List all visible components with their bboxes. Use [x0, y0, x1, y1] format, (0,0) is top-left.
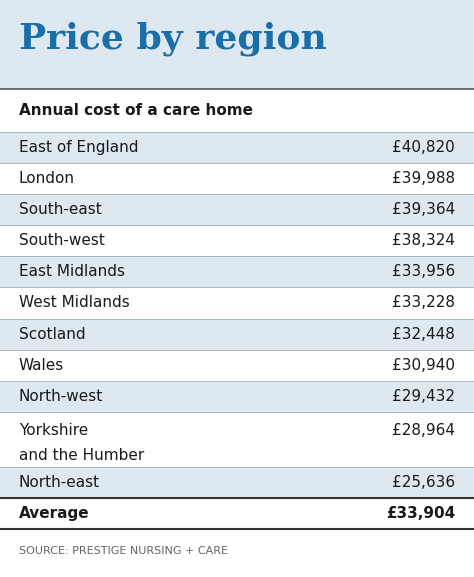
Text: £39,988: £39,988: [392, 171, 455, 186]
Text: Scotland: Scotland: [19, 327, 86, 342]
Text: Price by region: Price by region: [19, 22, 327, 56]
Bar: [0, 194, 474, 225]
Text: Annual cost of a care home: Annual cost of a care home: [19, 103, 253, 118]
Text: Yorkshire: Yorkshire: [19, 424, 88, 439]
Bar: [0, 225, 474, 256]
Bar: [0, 0, 474, 89]
Bar: [0, 412, 474, 467]
Text: and the Humber: and the Humber: [19, 448, 144, 463]
Text: £29,432: £29,432: [392, 389, 455, 404]
Text: South-east: South-east: [19, 202, 102, 217]
Text: East Midlands: East Midlands: [19, 264, 125, 279]
Text: North-west: North-west: [19, 389, 103, 404]
Text: £30,940: £30,940: [392, 358, 455, 373]
Text: £40,820: £40,820: [392, 140, 455, 155]
Bar: [0, 467, 474, 498]
Text: £25,636: £25,636: [392, 475, 455, 490]
Bar: [0, 319, 474, 350]
Text: London: London: [19, 171, 75, 186]
Text: £28,964: £28,964: [392, 424, 455, 439]
Text: East of England: East of England: [19, 140, 138, 155]
Text: £33,228: £33,228: [392, 295, 455, 310]
Text: SOURCE: PRESTIGE NURSING + CARE: SOURCE: PRESTIGE NURSING + CARE: [19, 546, 228, 556]
Text: West Midlands: West Midlands: [19, 295, 130, 310]
Bar: [0, 163, 474, 194]
Text: £38,324: £38,324: [392, 233, 455, 248]
Text: £32,448: £32,448: [392, 327, 455, 342]
Bar: [0, 256, 474, 287]
Text: North-east: North-east: [19, 475, 100, 490]
Bar: [0, 381, 474, 412]
Text: £33,904: £33,904: [386, 506, 455, 521]
Bar: [0, 287, 474, 319]
Text: £39,364: £39,364: [392, 202, 455, 217]
Text: Wales: Wales: [19, 358, 64, 373]
Bar: [0, 498, 474, 529]
Text: South-west: South-west: [19, 233, 105, 248]
Text: £33,956: £33,956: [392, 264, 455, 279]
Bar: [0, 132, 474, 163]
Bar: [0, 89, 474, 577]
Text: Average: Average: [19, 506, 90, 521]
Bar: [0, 350, 474, 381]
